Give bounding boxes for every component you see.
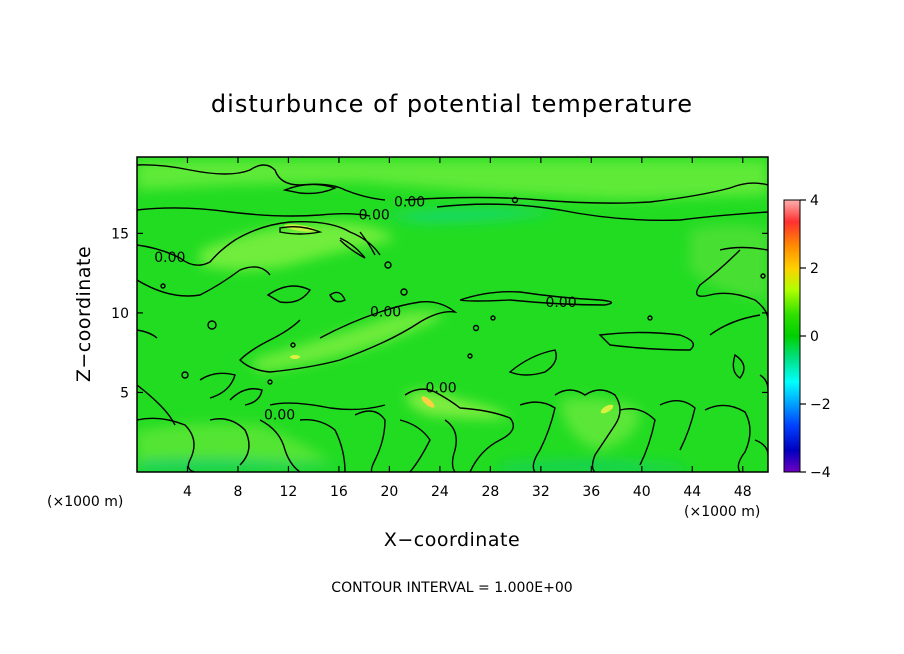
x-tick-label: 20 bbox=[380, 484, 398, 500]
y-axis-label: Z−coordinate bbox=[73, 246, 95, 382]
contour-lines bbox=[137, 164, 768, 472]
colorbar-tick-label: 2 bbox=[810, 261, 819, 277]
x-tick-label: 32 bbox=[532, 484, 550, 500]
contour-label: 0.00 bbox=[545, 295, 576, 311]
x-tick-label: 12 bbox=[280, 484, 298, 500]
contour-label: 0.00 bbox=[426, 381, 457, 397]
contour-label: 0.00 bbox=[264, 408, 295, 424]
x-unit-right: (×1000 m) bbox=[684, 504, 760, 520]
colorbar-ticks: 4 2 0 −2 −4 bbox=[800, 193, 831, 481]
x-tick-label: 28 bbox=[481, 484, 499, 500]
x-tick-label: 36 bbox=[582, 484, 600, 500]
contour-labels: 0.000.000.000.000.000.000.00 bbox=[154, 195, 576, 424]
contour-interval-note: CONTOUR INTERVAL = 1.000E+00 bbox=[331, 580, 572, 596]
contour-label: 0.00 bbox=[359, 207, 390, 223]
colorbar-tick-label: 0 bbox=[810, 329, 819, 345]
colorbar-tick-label: −4 bbox=[810, 465, 831, 481]
x-tick-label: 4 bbox=[183, 484, 192, 500]
colorbar bbox=[783, 199, 801, 473]
contour-label: 0.00 bbox=[154, 250, 185, 266]
x-tick-label: 24 bbox=[431, 484, 449, 500]
x-tick-label: 44 bbox=[683, 484, 701, 500]
contour-label: 0.00 bbox=[394, 195, 425, 211]
y-tick-label: 15 bbox=[111, 226, 129, 242]
heatmap-field bbox=[137, 157, 768, 472]
chart-title: disturbunce of potential temperature bbox=[211, 90, 693, 118]
x-tick-label: 16 bbox=[330, 484, 348, 500]
x-tick-labels: 4 8 12 16 20 24 28 32 36 40 44 48 bbox=[183, 484, 752, 500]
y-tick-label: 5 bbox=[120, 385, 129, 401]
x-unit-left: (×1000 m) bbox=[47, 494, 123, 510]
y-tick-labels: 5 10 15 bbox=[111, 226, 129, 401]
contour-label: 0.00 bbox=[370, 304, 401, 320]
x-axis-label: X−coordinate bbox=[384, 529, 520, 551]
y-tick-label: 10 bbox=[111, 306, 129, 322]
x-tick-label: 48 bbox=[734, 484, 752, 500]
frame-ticks bbox=[137, 157, 768, 472]
plot-frame bbox=[136, 156, 769, 473]
colorbar-tick-label: −2 bbox=[810, 397, 831, 413]
x-tick-label: 40 bbox=[633, 484, 651, 500]
x-tick-label: 8 bbox=[233, 484, 242, 500]
colorbar-tick-label: 4 bbox=[810, 193, 819, 209]
